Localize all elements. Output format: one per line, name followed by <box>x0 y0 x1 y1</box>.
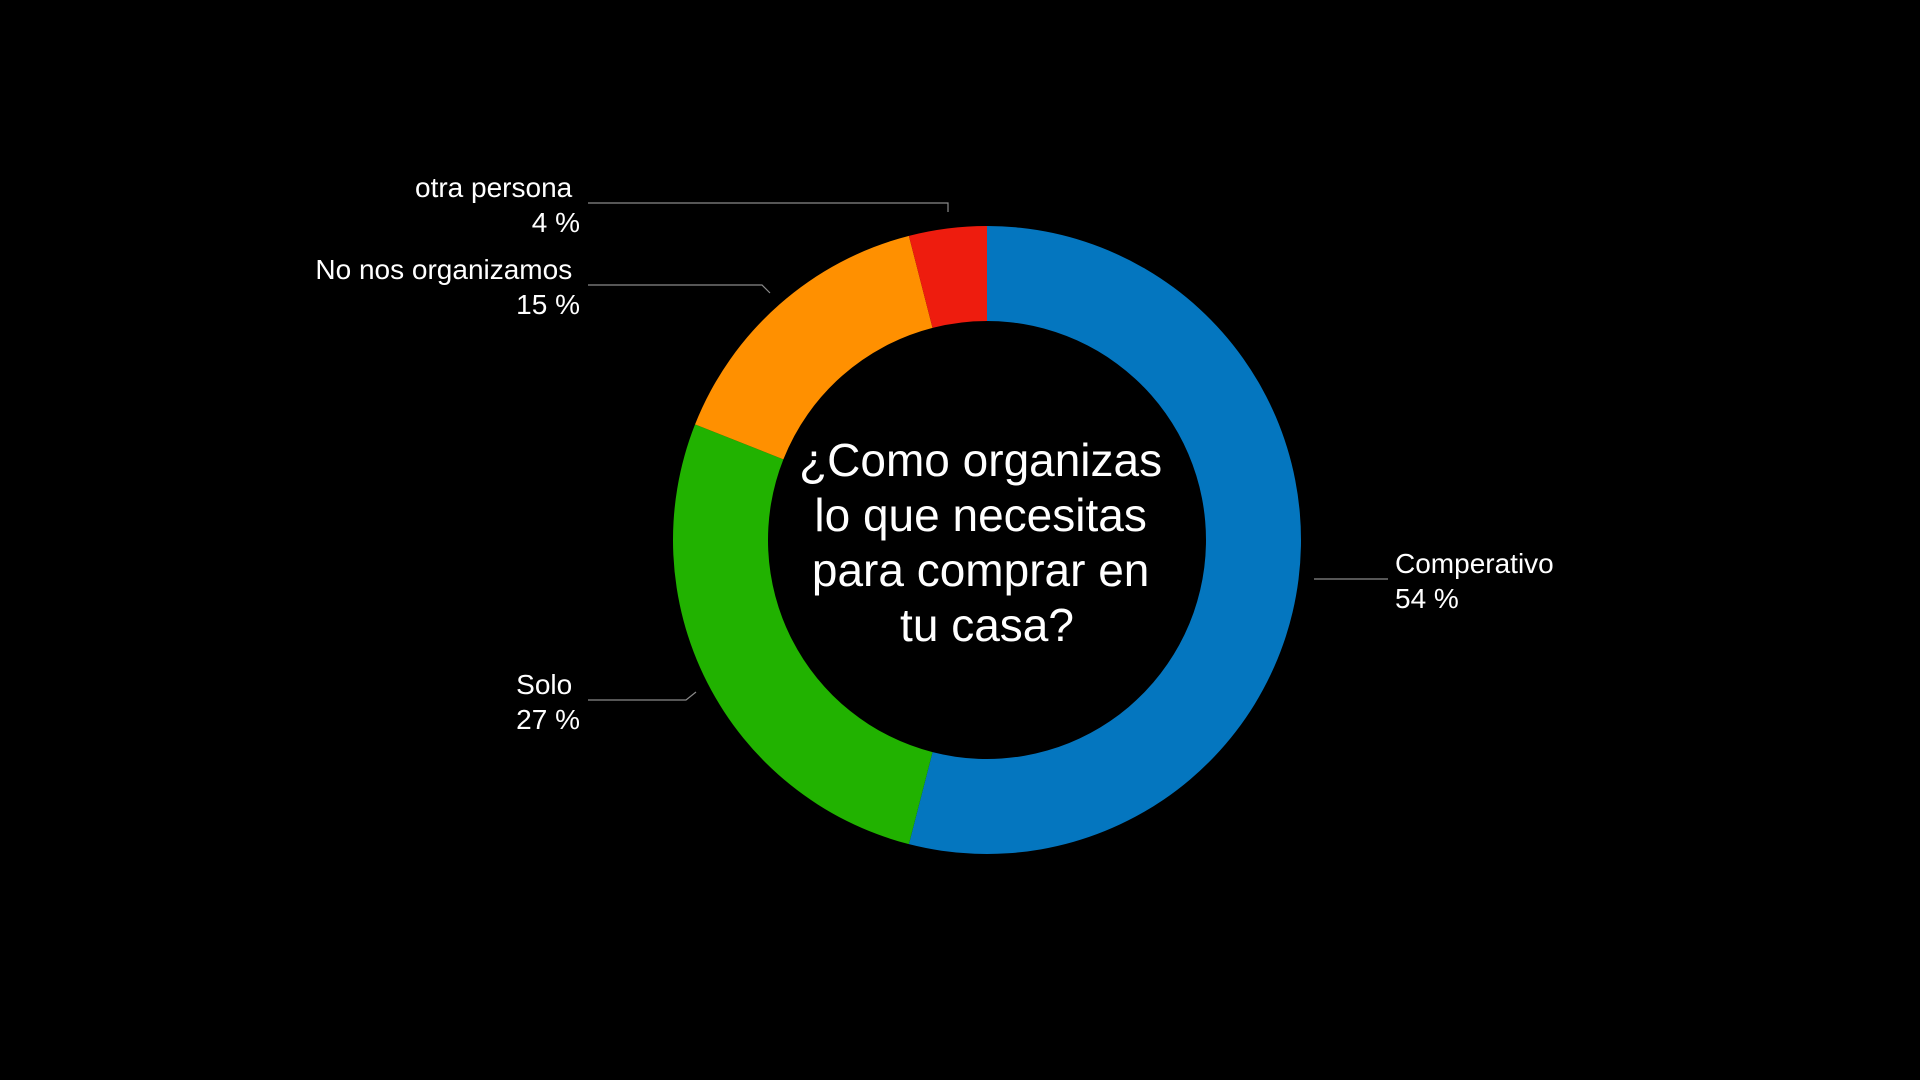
slice-otra-persona <box>908 226 987 328</box>
slice-label-value: 4 % <box>532 207 580 238</box>
chart-title-line-2: lo que necesitas <box>814 489 1146 541</box>
slice-label-name: Solo <box>516 669 572 700</box>
slice-solo <box>673 424 933 845</box>
slice-label-value: 15 % <box>516 289 580 320</box>
slice-label-otra-persona: otra persona 4 % <box>415 172 580 238</box>
slice-label-value: 27 % <box>516 704 580 735</box>
leader-line-no-nos-organizamos <box>588 284 771 294</box>
slice-comperativo <box>908 226 1301 854</box>
slice-label-no-nos-organizamos: No nos organizamos 15 % <box>315 254 580 320</box>
slice-label-comperativo: Comperativo 54 % <box>1395 548 1562 614</box>
slice-label-name: Comperativo <box>1395 548 1554 579</box>
leader-line-otra-persona <box>588 202 949 212</box>
slice-label-name: otra persona <box>415 172 573 203</box>
slice-label-name: No nos organizamos <box>315 254 572 285</box>
chart-title-line-4: tu casa? <box>900 599 1074 651</box>
chart-title-line-3: para comprar en <box>812 544 1150 596</box>
slice-label-solo: Solo 27 % <box>516 669 580 735</box>
slices-layer <box>673 226 1301 854</box>
chart-title: ¿Como organizas lo que necesitas para co… <box>799 434 1175 651</box>
slice-label-value: 54 % <box>1395 583 1459 614</box>
chart-title-line-1: ¿Como organizas <box>799 434 1162 486</box>
slice-no-nos-organizamos <box>695 235 933 460</box>
leader-lines-layer <box>588 202 1388 701</box>
leader-line-solo <box>588 691 697 701</box>
